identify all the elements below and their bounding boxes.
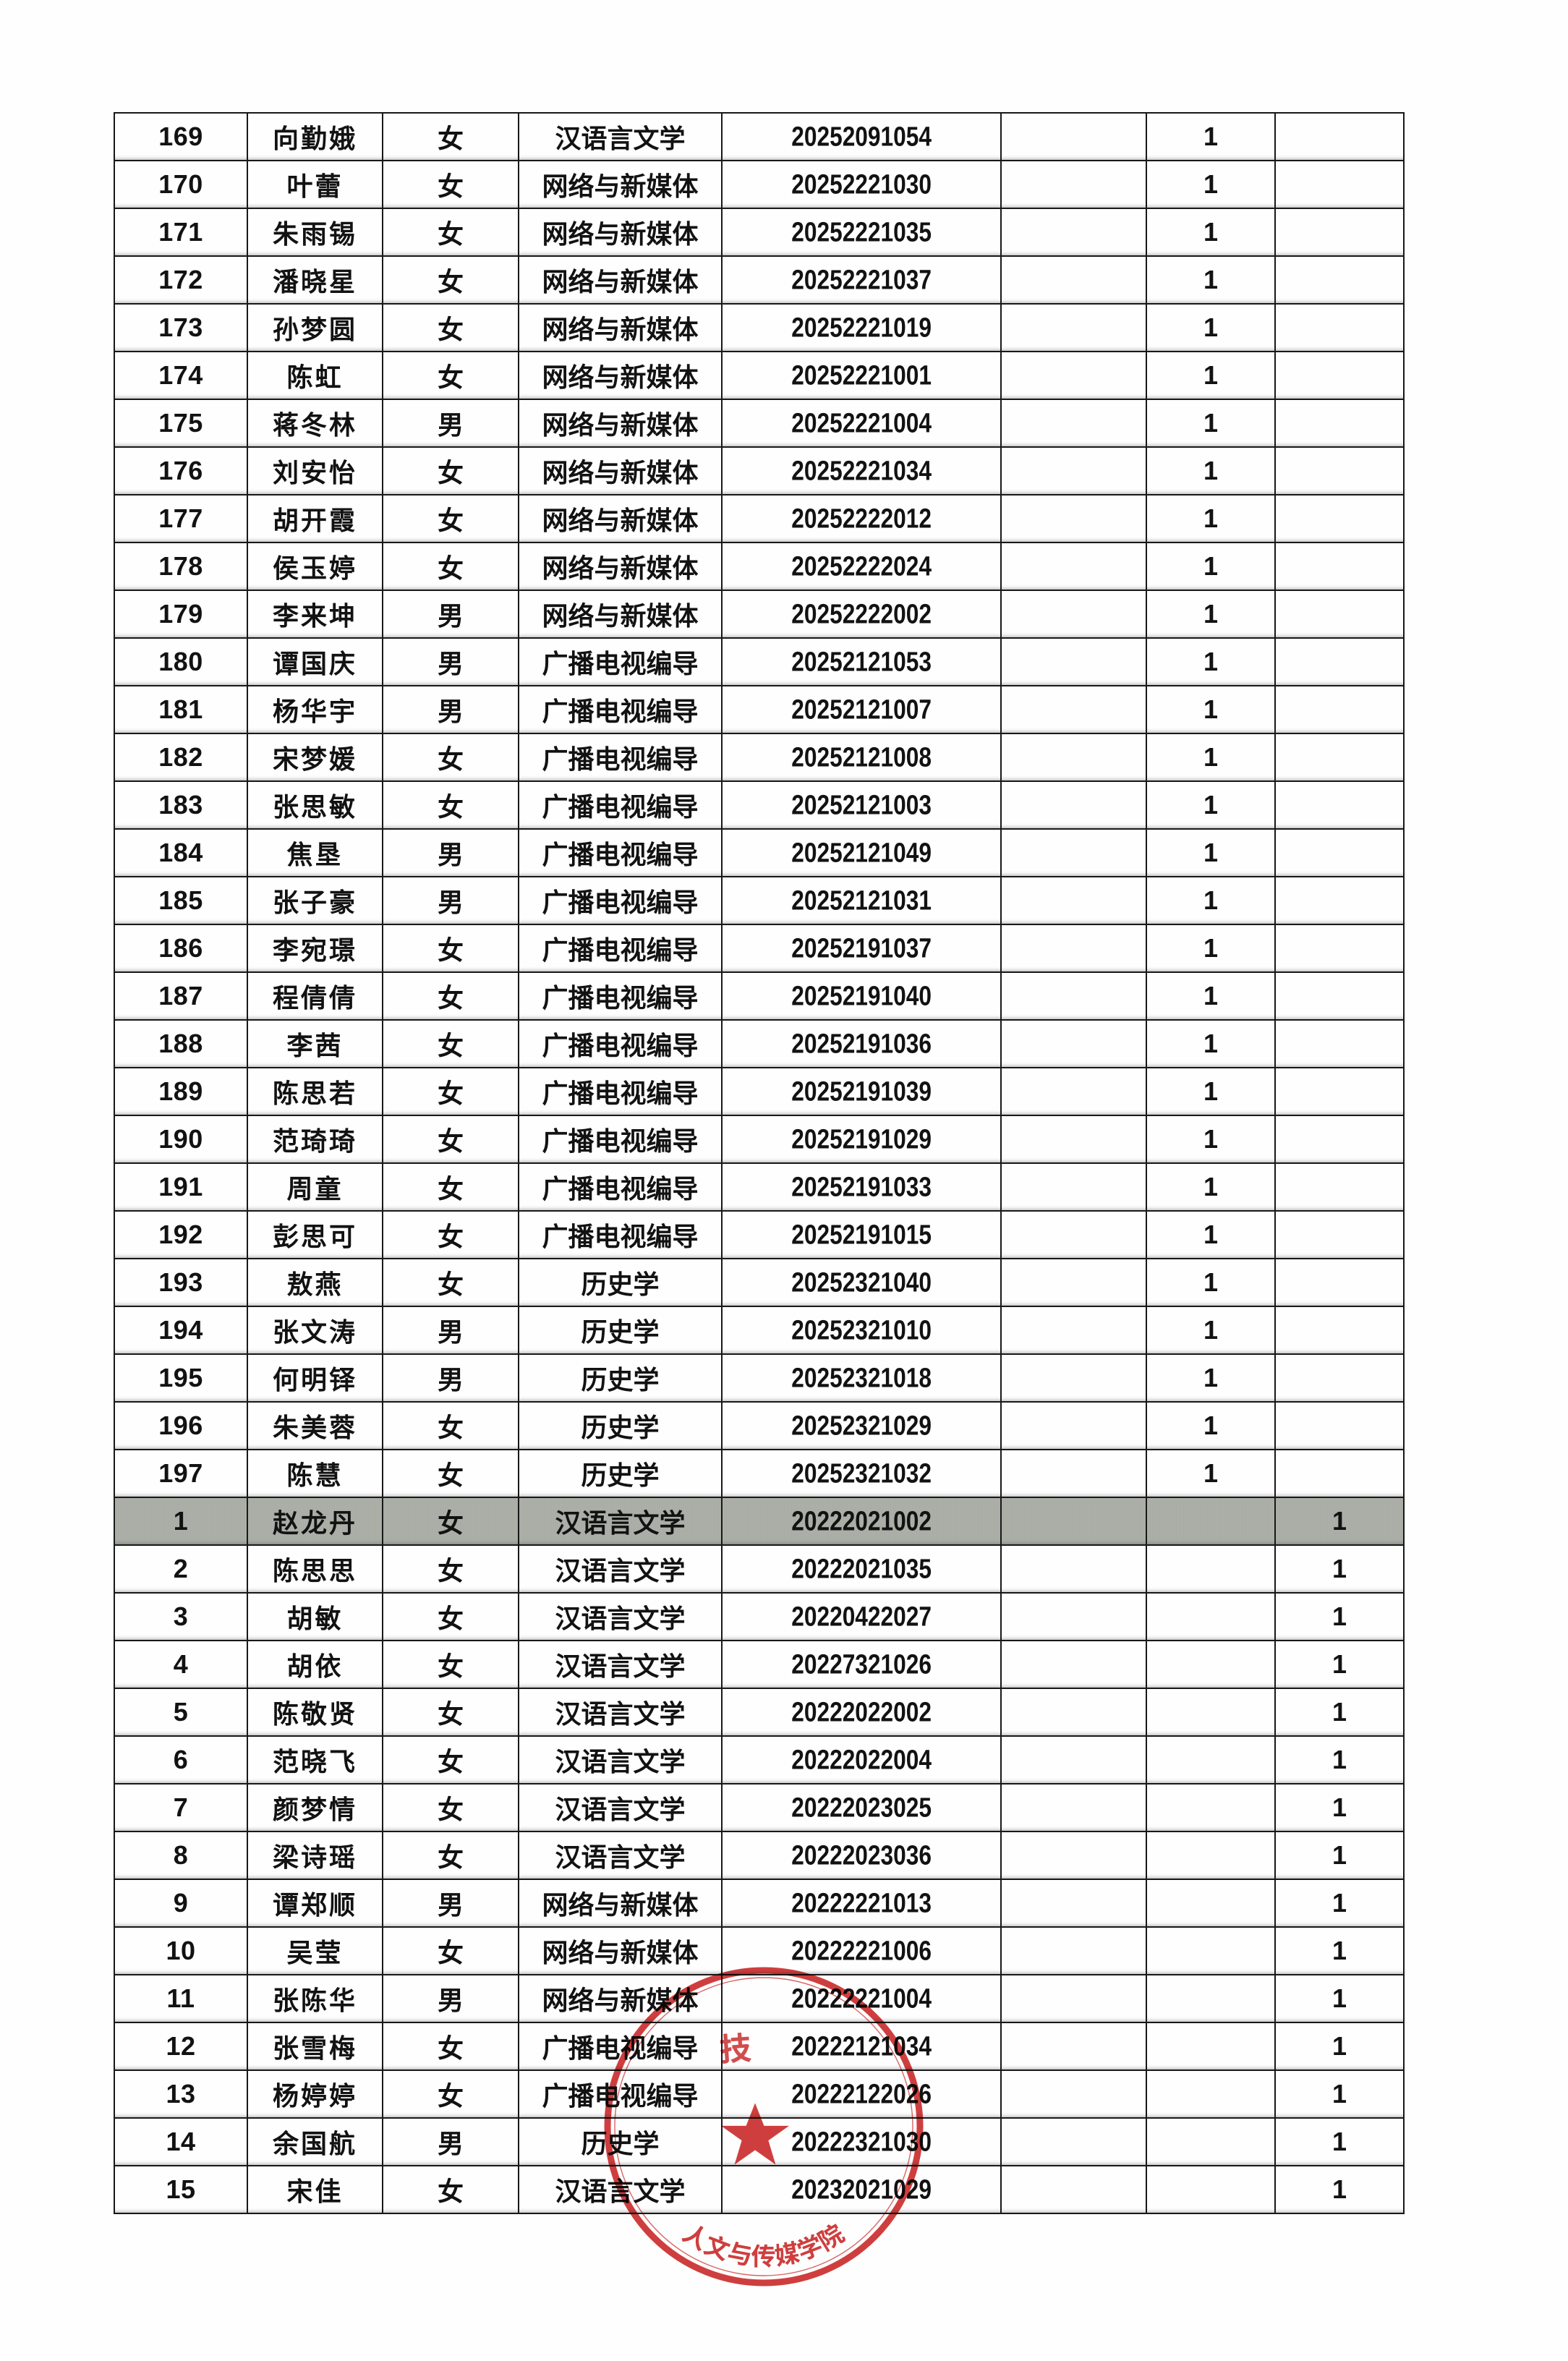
svg-text:技: 技 — [717, 2022, 752, 2071]
svg-text:人文与传媒学院: 人文与传媒学院 — [677, 2214, 851, 2273]
